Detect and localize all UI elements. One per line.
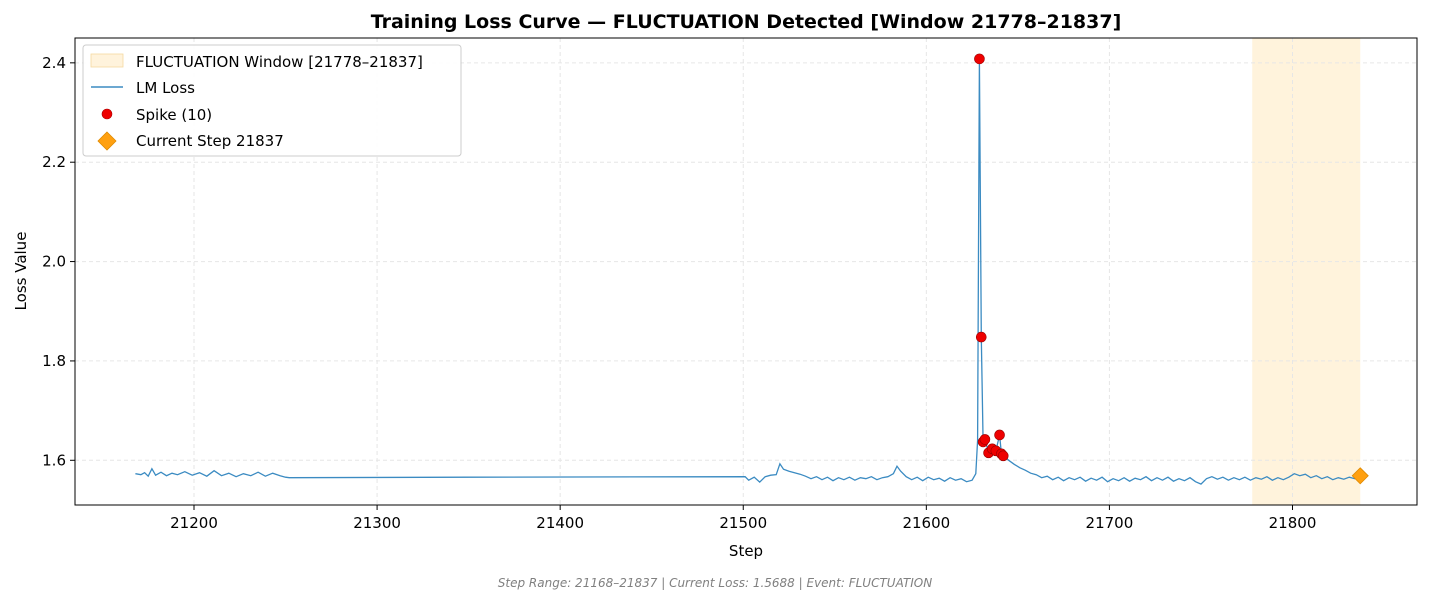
y-axis-ticks: 1.6 1.8 2.0 2.2 2.4: [42, 54, 75, 469]
spike-points: [974, 53, 1009, 462]
x-axis-ticks: 21200 21300 21400 21500 21600 21700 21800: [170, 505, 1316, 532]
x-tick-label: 21300: [353, 514, 401, 532]
chart-title: Training Loss Curve — FLUCTUATION Detect…: [371, 11, 1122, 33]
x-tick-label: 21600: [902, 514, 950, 532]
spike-point: [997, 450, 1009, 462]
x-tick-label: 21500: [719, 514, 767, 532]
spike-point: [975, 331, 987, 343]
y-tick-label: 1.8: [42, 352, 66, 370]
x-tick-label: 21200: [170, 514, 218, 532]
plot-frame: [74, 37, 1418, 506]
spike-point: [979, 434, 991, 445]
x-tick-label: 21800: [1269, 514, 1317, 532]
spike-point: [974, 53, 985, 65]
legend-spike-label: Spike (10): [136, 106, 212, 124]
y-tick-label: 2.4: [42, 54, 66, 72]
y-axis-label: Loss Value: [12, 232, 30, 311]
legend-current-swatch: [97, 131, 117, 151]
y-tick-label: 2.0: [42, 253, 66, 271]
legend-spike-swatch: [101, 108, 113, 120]
legend-current-label: Current Step 21837: [136, 132, 284, 150]
x-tick-label: 21400: [536, 514, 584, 532]
x-tick-label: 21700: [1086, 514, 1134, 532]
y-tick-label: 1.6: [42, 451, 66, 469]
fluctuation-window-band: [1252, 38, 1361, 505]
x-axis-label: Step: [729, 542, 763, 560]
current-step-group: [1351, 467, 1369, 485]
y-tick-label: 2.2: [42, 153, 66, 171]
legend-loss-label: LM Loss: [136, 79, 195, 97]
current-step-marker: [1351, 467, 1369, 485]
legend-window-swatch: [90, 53, 124, 68]
plot-area: [74, 37, 1418, 506]
lm-loss-line: [135, 58, 1361, 485]
spike-point: [994, 429, 1005, 441]
legend: FLUCTUATION Window [21778–21837] LM Loss…: [82, 44, 462, 157]
legend-frame: [82, 44, 462, 157]
footer-summary: Step Range: 21168–21837 | Current Loss: …: [498, 576, 932, 590]
legend-window-label: FLUCTUATION Window [21778–21837]: [136, 53, 423, 71]
